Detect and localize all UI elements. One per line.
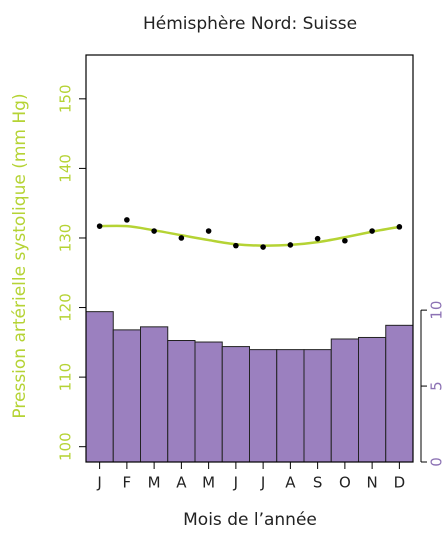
point xyxy=(342,238,348,244)
y-tick-label: 110 xyxy=(57,363,75,392)
y-tick-label: 120 xyxy=(57,293,75,322)
x-tick-label: M xyxy=(202,474,215,492)
x-tick-label: F xyxy=(123,474,132,492)
x-tick-label: A xyxy=(176,474,187,492)
point xyxy=(179,235,185,241)
x-tick-label: D xyxy=(394,474,406,492)
bar xyxy=(222,347,249,462)
point xyxy=(315,236,321,242)
x-axis-title: Mois de l’année xyxy=(183,510,317,530)
bar xyxy=(386,325,413,462)
x-tick-label: J xyxy=(260,474,265,492)
point xyxy=(288,242,294,248)
bar xyxy=(86,312,113,462)
y-tick-label: 100 xyxy=(57,432,75,461)
trend-line xyxy=(100,226,400,246)
bar xyxy=(250,350,277,462)
x-tick-label: O xyxy=(339,474,351,492)
y2-tick-label: 10 xyxy=(428,301,444,320)
y-tick-label: 140 xyxy=(57,154,75,183)
point xyxy=(151,228,157,234)
chart-title: Hémisphère Nord: Suisse xyxy=(143,14,357,34)
bar xyxy=(141,327,168,462)
y-tick-label: 130 xyxy=(57,224,75,253)
y-axis-title: Pression artérielle systolique (mm Hg) xyxy=(10,93,30,418)
x-tick-label: A xyxy=(285,474,296,492)
x-tick-label: S xyxy=(313,474,323,492)
bar xyxy=(277,350,304,462)
point xyxy=(369,228,375,234)
y-tick-label: 150 xyxy=(57,85,75,114)
bar xyxy=(304,350,331,462)
y2-tick-label: 5 xyxy=(428,381,444,391)
point xyxy=(97,223,103,229)
bar xyxy=(359,337,386,462)
point xyxy=(397,224,403,230)
point xyxy=(260,244,266,250)
x-tick-label: M xyxy=(148,474,161,492)
bar xyxy=(113,330,140,462)
x-tick-label: J xyxy=(96,474,101,492)
bar xyxy=(331,339,358,462)
bar xyxy=(168,341,195,462)
y2-tick-label: 0 xyxy=(428,457,444,467)
x-tick-label: J xyxy=(233,474,238,492)
bar xyxy=(195,342,222,462)
point xyxy=(124,217,130,223)
point xyxy=(233,243,239,249)
point xyxy=(206,228,212,234)
x-tick-label: N xyxy=(367,474,378,492)
